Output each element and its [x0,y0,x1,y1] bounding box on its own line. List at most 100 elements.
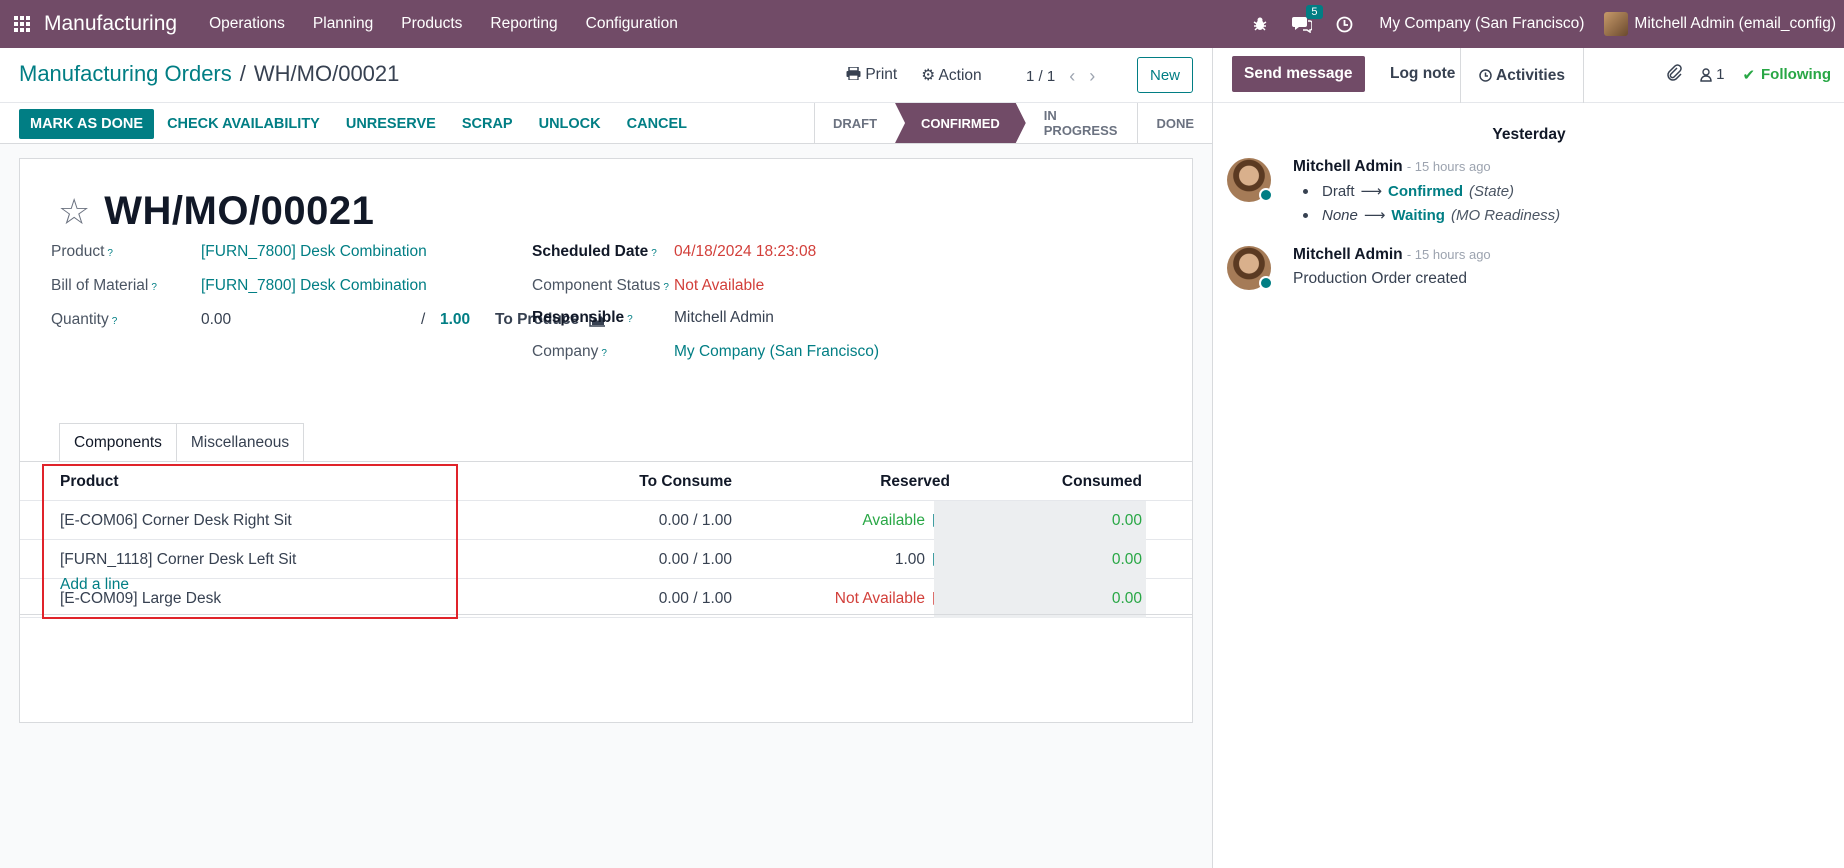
mark-as-done-button[interactable]: MARK AS DONE [19,109,155,139]
send-message-button[interactable]: Send message [1232,56,1365,92]
message-author[interactable]: Mitchell Admin [1293,158,1403,175]
scrap-button[interactable]: SCRAP [461,116,513,132]
author-avatar[interactable] [1227,246,1273,290]
tab-components[interactable]: Components [59,423,177,462]
help-tooltip[interactable]: ? [111,316,118,327]
pager: 1 / 1 ‹ › [1026,66,1095,87]
tab-miscellaneous[interactable]: Miscellaneous [176,423,305,462]
table-header: Product To Consume Reserved Consumed [20,462,1192,501]
action-button[interactable]: ⚙ Action [921,66,981,85]
breadcrumb-separator: / [239,61,246,86]
attachment-paperclip-icon[interactable] [1666,64,1682,85]
message-body: Mitchell Admin - 15 hours ago Production… [1293,246,1491,288]
log-note-button[interactable]: Log note [1390,65,1456,82]
unreserve-button[interactable]: UNRESERVE [345,116,436,132]
control-panel: Manufacturing Orders / WH/MO/00021 Print… [0,48,1212,103]
activities-button[interactable]: Activities [1460,48,1584,103]
company-label: Company [532,343,599,360]
quantity-target[interactable]: 1.00 [440,311,471,328]
field-quantity: Quantity? 0.00 / 1.00 To Produce [51,311,606,329]
help-tooltip[interactable]: ? [601,348,607,359]
new-button[interactable]: New [1137,57,1193,93]
pager-next-icon[interactable]: › [1089,66,1096,86]
bom-value[interactable]: [FURN_7800] Desk Combination [201,277,427,294]
print-button[interactable]: Print [846,66,897,85]
messages-icon[interactable]: 5 [1292,5,1323,33]
user-avatar[interactable] [1604,12,1629,36]
menu-reporting[interactable]: Reporting [490,15,558,32]
help-tooltip[interactable]: ? [151,282,157,293]
header-reserved[interactable]: Reserved [880,472,950,490]
message-body: Mitchell Admin - 15 hours ago Draft ⟶ Co… [1293,158,1560,224]
help-tooltip[interactable]: ? [663,282,669,293]
author-avatar[interactable] [1227,158,1273,202]
favorite-star-icon[interactable]: ☆ [58,190,91,232]
tracking-old-value: Draft [1322,182,1355,200]
help-tooltip[interactable]: ? [651,248,657,259]
menu-planning[interactable]: Planning [312,15,374,32]
row-product[interactable]: [E-COM09] Large Desk [60,589,222,607]
stage-in-progress[interactable]: IN PROGRESS [1026,103,1139,143]
record-title: WH/MO/00021 [104,189,375,233]
stage-confirmed[interactable]: CONFIRMED [895,103,1026,143]
menu-products[interactable]: Products [401,15,463,32]
add-a-line-link[interactable]: Add a line [60,576,129,593]
stage-done[interactable]: DONE [1156,115,1194,131]
breadcrumb: Manufacturing Orders / WH/MO/00021 [19,61,399,87]
row-product[interactable]: [FURN_1118] Corner Desk Left Sit [60,550,297,568]
check-icon: ✔ [1742,66,1756,84]
tracking-line: None ⟶ Waiting (MO Readiness) [1293,206,1560,224]
company-value[interactable]: My Company (San Francisco) [674,343,880,360]
to-produce-label: To Produce [495,311,580,328]
apps-menu-icon[interactable] [0,0,44,48]
table-row[interactable]: [E-COM09] Large Desk 0.00 / 1.00 Not Ava… [20,579,1192,618]
header-consumed[interactable]: Consumed [1061,472,1142,490]
quantity-input[interactable]: 0.00 [201,311,232,328]
product-value[interactable]: [FURN_7800] Desk Combination [201,243,427,260]
pager-value[interactable]: 1 / 1 [1026,68,1056,85]
row-to-consume: 0.00 / 1.00 [658,550,732,568]
table-row[interactable]: [FURN_1118] Corner Desk Left Sit 0.00 / … [20,540,1192,579]
breadcrumb-manufacturing-orders[interactable]: Manufacturing Orders [19,61,232,86]
scheduled-date-value[interactable]: 04/18/2024 18:23:08 [674,243,817,260]
row-consumed[interactable]: 0.00 [934,501,1146,540]
row-product[interactable]: [E-COM06] Corner Desk Right Sit [60,511,292,529]
online-status-dot [1259,276,1273,290]
pager-previous-icon[interactable]: ‹ [1069,66,1076,86]
app-name[interactable]: Manufacturing [44,12,178,35]
following-button[interactable]: ✔ Following [1742,66,1831,84]
field-responsible: Responsible? Mitchell Admin [532,309,774,327]
stage-draft[interactable]: DRAFT [814,103,895,143]
help-tooltip[interactable]: ? [107,248,113,259]
forecast-chart-icon[interactable] [589,313,606,327]
followers-count: 1 [1716,66,1725,83]
user-menu[interactable]: Mitchell Admin (email_config) [1634,15,1836,32]
tracking-new-value: Waiting [1391,206,1445,224]
field-product: Product? [FURN_7800] Desk Combination [51,243,427,261]
reserved-quantity: 1.00 [894,550,925,568]
row-consumed[interactable]: 0.00 [934,579,1146,618]
cancel-button[interactable]: CANCEL [626,116,688,132]
menu-configuration[interactable]: Configuration [585,15,678,32]
header-to-consume[interactable]: To Consume [639,472,732,490]
reserved-status: Not Available [834,589,925,607]
to-produce[interactable]: To Produce [495,311,606,329]
activity-clock-icon[interactable] [1336,16,1353,33]
check-availability-button[interactable]: CHECK AVAILABILITY [167,116,320,132]
message-author[interactable]: Mitchell Admin [1293,246,1403,263]
field-component-status: Component Status? Not Available [532,277,764,295]
menu-operations[interactable]: Operations [209,15,285,32]
help-tooltip[interactable]: ? [627,314,633,325]
unlock-button[interactable]: UNLOCK [538,116,601,132]
gear-icon: ⚙ [921,67,936,84]
company-switcher[interactable]: My Company (San Francisco) [1379,15,1585,32]
header-product[interactable]: Product [60,472,119,490]
tracking-new-value: Confirmed [1388,182,1464,200]
responsible-value[interactable]: Mitchell Admin [674,309,774,326]
activities-label: Activities [1496,66,1565,84]
debug-bug-icon[interactable] [1252,16,1268,32]
table-row[interactable]: [E-COM06] Corner Desk Right Sit 0.00 / 1… [20,501,1192,540]
stage-pipeline: DRAFT CONFIRMED IN PROGRESS DONE [814,103,1212,143]
followers-button[interactable]: 1 [1700,66,1724,83]
row-consumed[interactable]: 0.00 [934,540,1146,579]
